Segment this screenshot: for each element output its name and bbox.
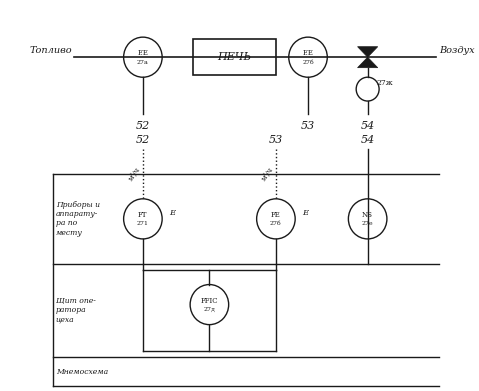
Text: 27ж: 27ж	[377, 79, 393, 87]
Text: F.E: F.E	[303, 49, 313, 57]
Text: 53: 53	[269, 135, 283, 145]
Text: 27а: 27а	[137, 60, 149, 65]
Text: 54: 54	[361, 135, 375, 145]
Text: м³/ч: м³/ч	[260, 165, 275, 182]
Text: 27е: 27е	[362, 221, 374, 226]
Text: 54: 54	[361, 122, 375, 131]
Text: м³/ч: м³/ч	[127, 165, 142, 182]
Bar	[194, 39, 276, 75]
Text: NS: NS	[362, 211, 373, 219]
Text: Щит опе-
ратора
цеха: Щит опе- ратора цеха	[56, 297, 96, 324]
Text: 27д: 27д	[204, 307, 216, 312]
Text: F.E: F.E	[137, 49, 148, 57]
Text: FT: FT	[138, 211, 148, 219]
Text: FFIC: FFIC	[201, 297, 218, 305]
Text: 27б: 27б	[302, 60, 314, 65]
Text: 271: 271	[137, 221, 149, 226]
Text: Мнемосхема: Мнемосхема	[56, 368, 108, 376]
Text: FЕ: FЕ	[271, 211, 281, 219]
Text: E: E	[169, 209, 175, 217]
Text: 53: 53	[301, 122, 315, 131]
Text: 52: 52	[136, 135, 150, 145]
Text: 52: 52	[136, 122, 150, 131]
Polygon shape	[357, 57, 378, 68]
Text: 27б: 27б	[270, 221, 282, 226]
Text: Приборы и
аппарату-
ра по
месту: Приборы и аппарату- ра по месту	[56, 201, 100, 237]
Text: Воздух: Воздух	[439, 46, 474, 55]
Text: ПЕЧЬ: ПЕЧЬ	[217, 52, 251, 62]
Polygon shape	[357, 47, 378, 57]
Text: E: E	[302, 209, 308, 217]
Text: Топливо: Топливо	[29, 46, 72, 55]
